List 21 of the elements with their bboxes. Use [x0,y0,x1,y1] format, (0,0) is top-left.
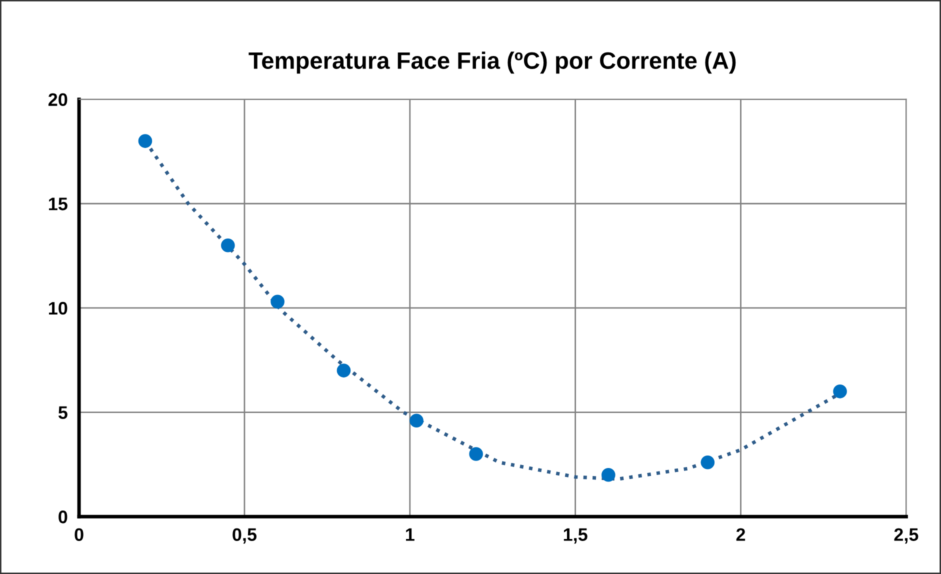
x-tick-label: 0 [74,528,84,541]
y-tick-label: 5 [58,406,68,419]
y-tick-label: 0 [58,510,68,524]
y-tick-label: 10 [48,302,68,315]
point [833,384,847,398]
x-tick-label: 0,5 [232,528,257,544]
point [221,238,235,252]
point [602,468,616,482]
x-tick-label: 2,5 [894,528,918,544]
point [469,447,483,461]
x-tick-label: 1 [406,528,414,541]
point [410,414,424,428]
y-tick-label: 20 [48,93,68,106]
point [138,134,152,148]
chart-title: Temperatura Face Fria (ºC) por Corrente (A) [248,52,736,74]
point [336,364,351,378]
x-tick-label: 2 [736,528,746,541]
point [700,455,715,470]
y-tick-label: 15 [48,198,68,210]
x-tick-label: 1,5 [564,528,588,544]
point [270,294,284,309]
